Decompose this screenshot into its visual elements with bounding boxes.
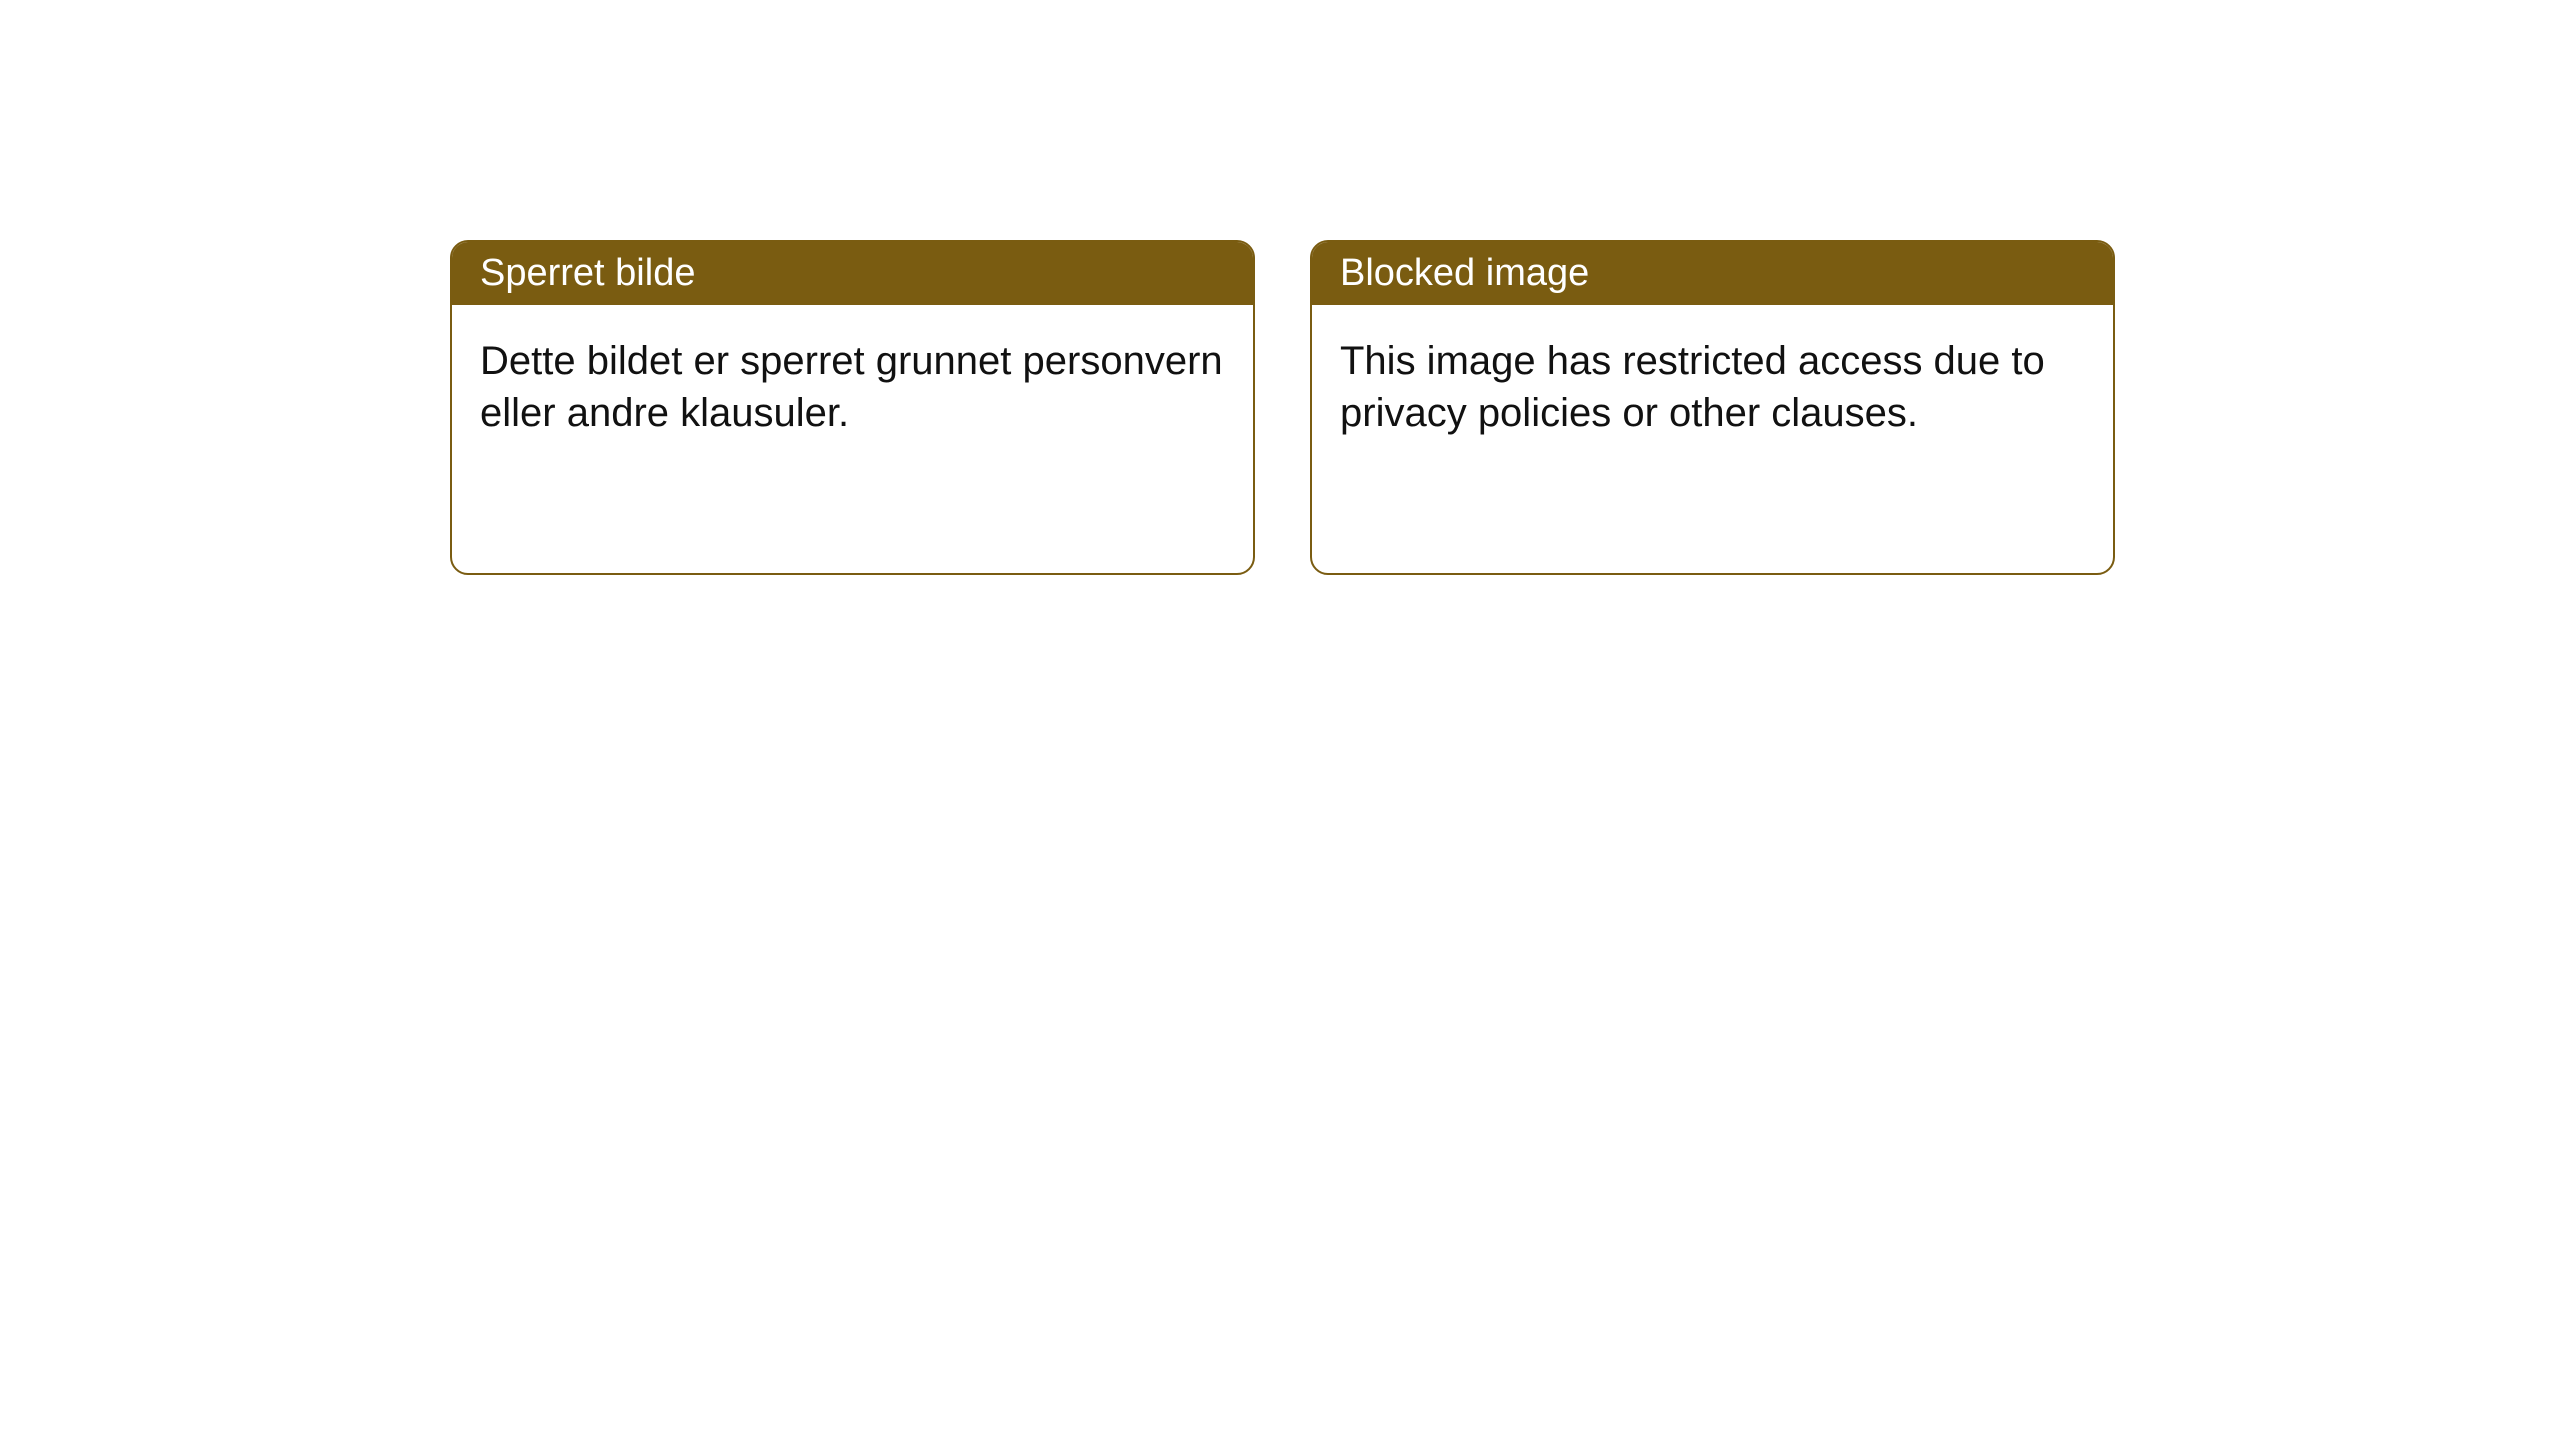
card-header: Sperret bilde [452,242,1253,305]
card-container: Sperret bilde Dette bildet er sperret gr… [450,240,2115,575]
card-title: Sperret bilde [480,252,695,294]
card-body-text: Dette bildet er sperret grunnet personve… [480,339,1223,435]
card-body-text: This image has restricted access due to … [1340,339,2045,435]
card-header: Blocked image [1312,242,2113,305]
card-title: Blocked image [1340,252,1589,294]
card-body: This image has restricted access due to … [1312,305,2113,469]
blocked-image-card-no: Sperret bilde Dette bildet er sperret gr… [450,240,1255,575]
blocked-image-card-en: Blocked image This image has restricted … [1310,240,2115,575]
card-body: Dette bildet er sperret grunnet personve… [452,305,1253,469]
